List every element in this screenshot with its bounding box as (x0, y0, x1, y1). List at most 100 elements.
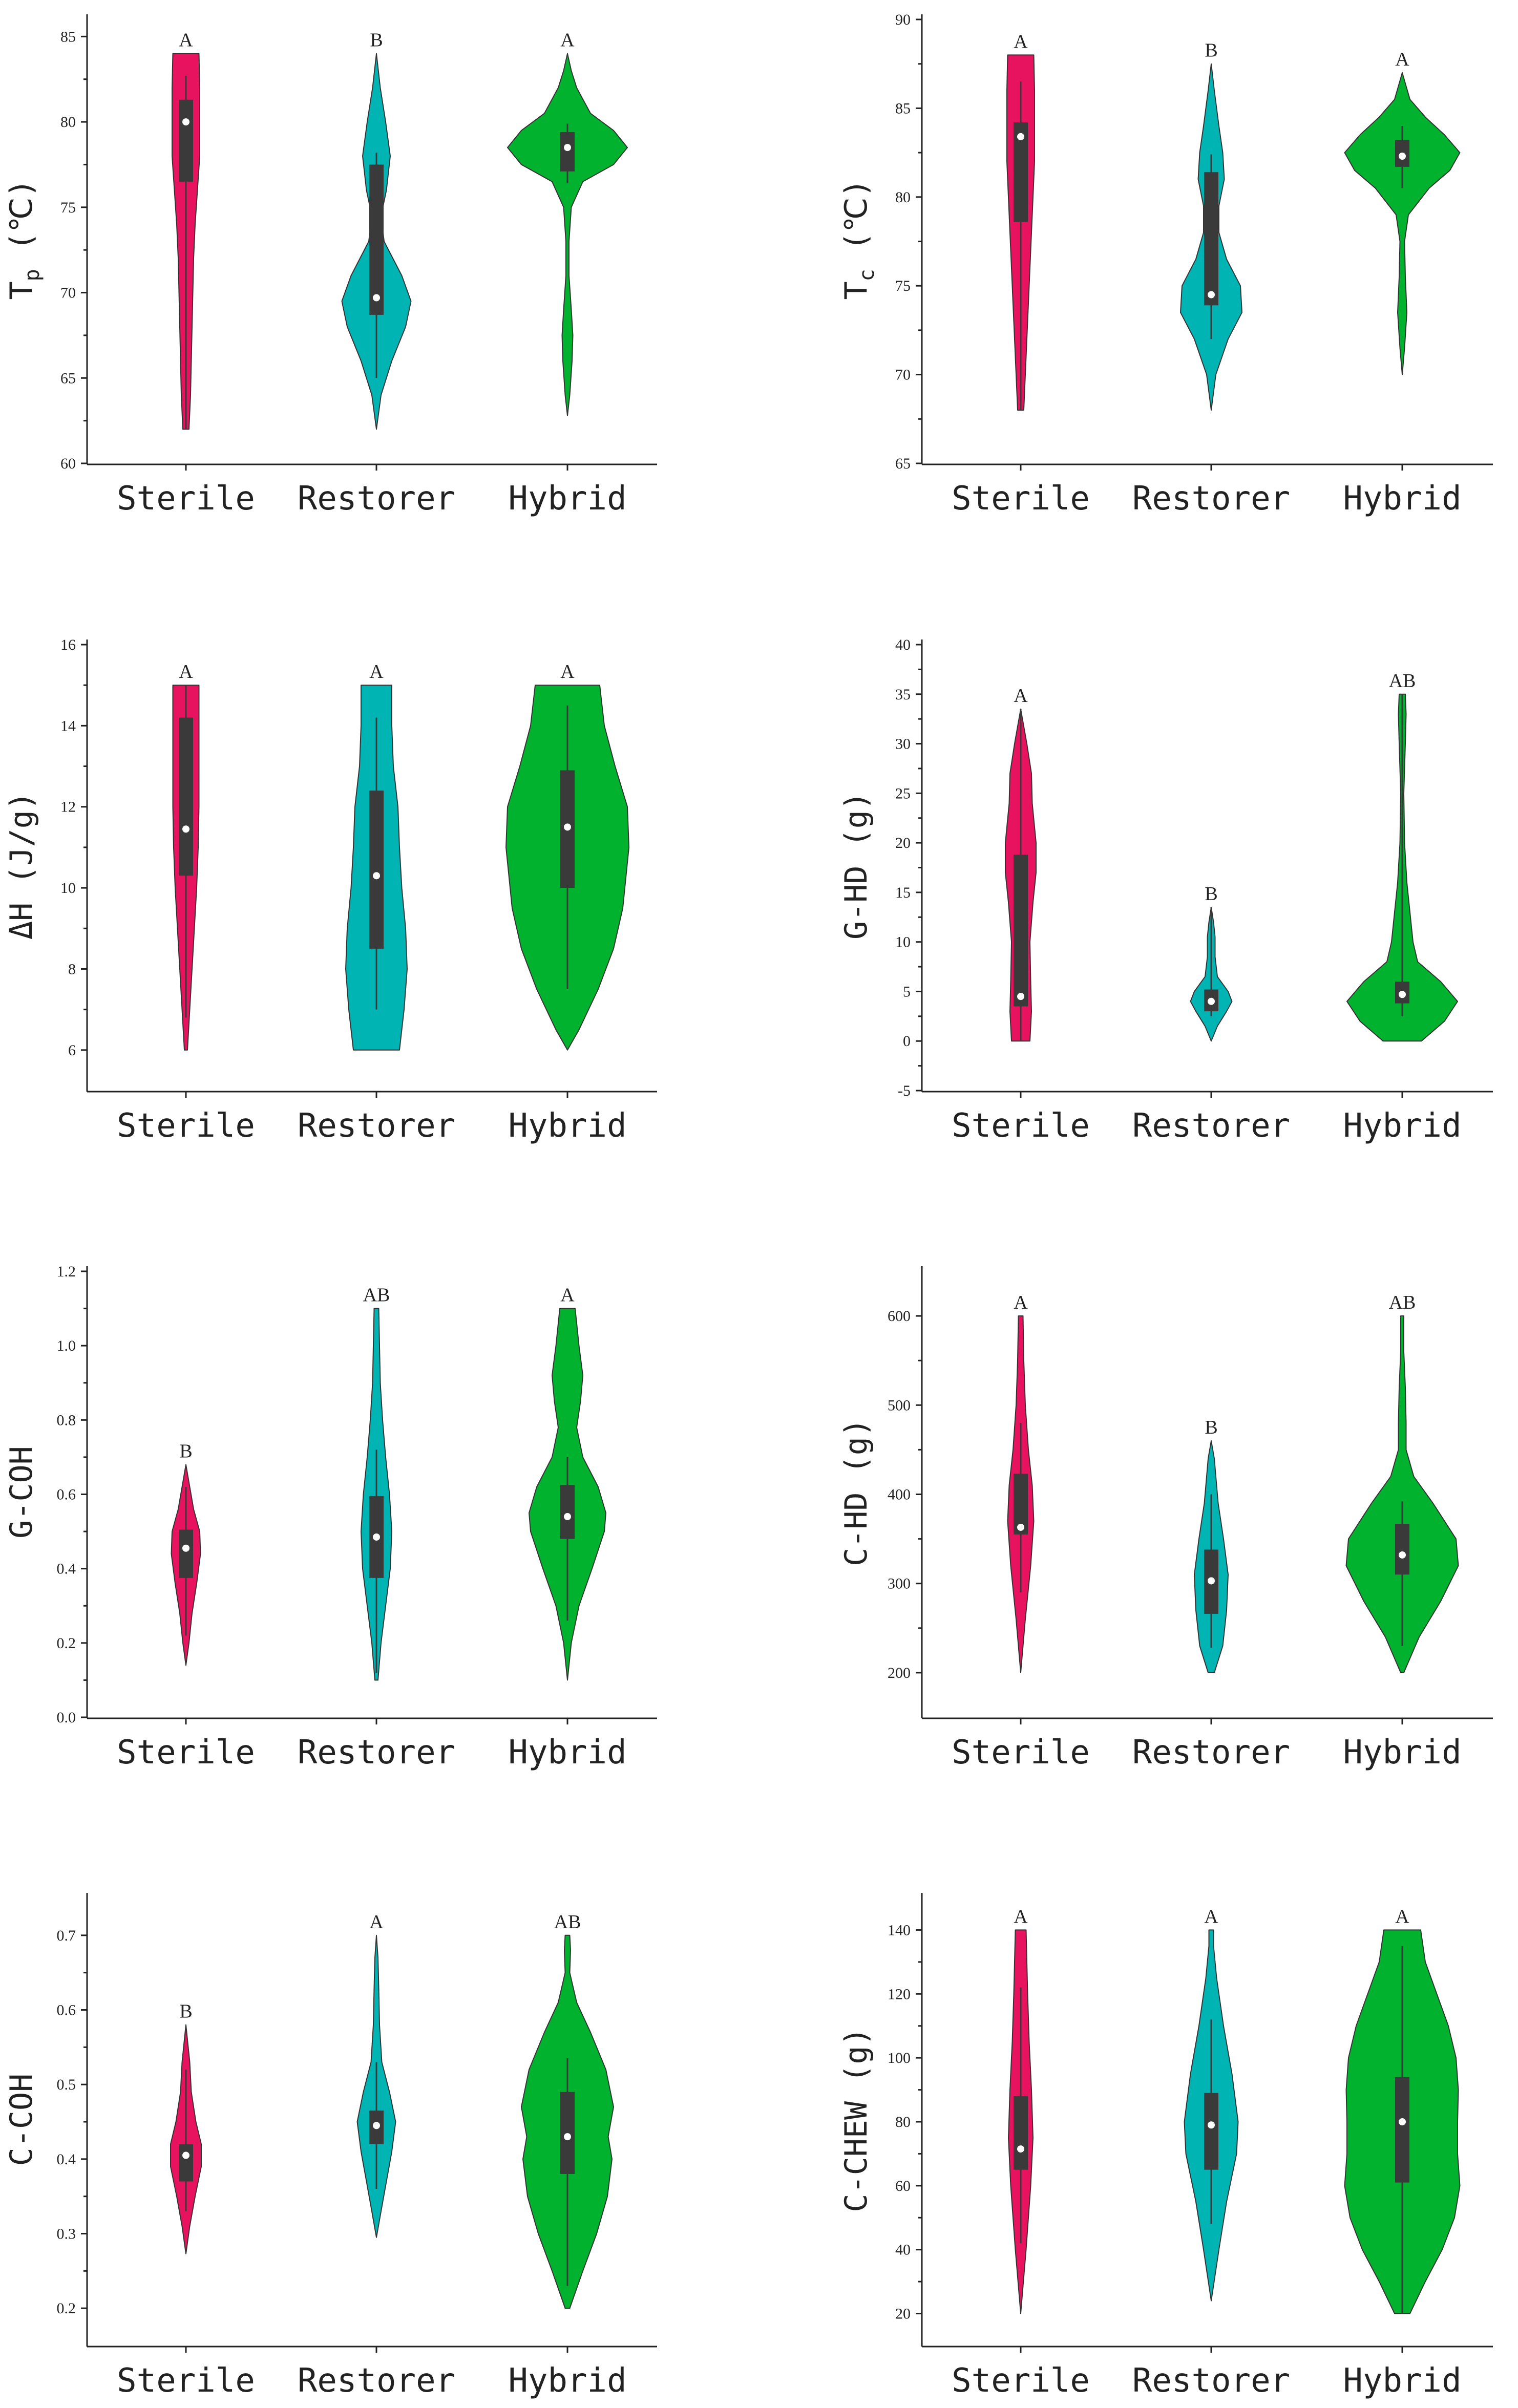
y-tick-label: 12 (60, 799, 76, 816)
violin-sterile: A (1008, 1906, 1034, 2314)
median-dot (1399, 1551, 1406, 1559)
violin-body (1344, 72, 1461, 375)
y-tick-label: 40 (895, 2242, 911, 2258)
median-dot (1208, 997, 1215, 1005)
y-tick-label: 10 (60, 880, 76, 897)
x-category-label: Sterile (117, 1107, 255, 1145)
y-tick-label: 35 (895, 686, 911, 703)
y-tick-label: 90 (895, 11, 911, 28)
y-tick-label: 10 (895, 934, 911, 951)
significance-label: A (179, 661, 193, 683)
y-tick-label: 80 (895, 189, 911, 206)
significance-label: A (369, 661, 384, 683)
iqr-box (1014, 855, 1028, 1007)
violin-hybrid: A (1344, 49, 1461, 375)
median-dot (564, 2133, 571, 2141)
y-tick-label: 0.5 (57, 2076, 76, 2093)
y-tick-label: 0.2 (57, 1635, 76, 1652)
iqr-box (369, 791, 384, 949)
significance-label: AB (1389, 670, 1416, 692)
y-tick-label: 0.6 (57, 1486, 76, 1503)
iqr-box (369, 164, 384, 315)
median-dot (373, 1533, 380, 1541)
iqr-box (179, 717, 193, 876)
y-tick-label: 120 (888, 1986, 911, 2002)
significance-label: B (1205, 883, 1217, 905)
significance-label: AB (554, 1911, 581, 1933)
significance-label: A (1395, 49, 1409, 70)
x-category-label: Hybrid (1343, 1734, 1461, 1772)
y-tick-label: 80 (895, 2114, 911, 2130)
violin-hybrid: A (505, 661, 629, 1051)
y-tick-label: 1.2 (57, 1263, 76, 1280)
violin-panel-6: 200 300 400 500 600 C-HD (g) A Sterile B Restorer… (838, 1266, 1493, 1772)
iqr-box (179, 2144, 193, 2182)
iqr-box (1395, 2077, 1409, 2183)
violin-panel-8: 20 40 60 80 100 120 140 C-CHEW (g) A Sterile A Rest… (838, 1893, 1493, 2400)
x-category-label: Sterile (117, 480, 255, 518)
y-tick-label: 1.0 (57, 1337, 76, 1354)
x-category-label: Hybrid (508, 1734, 626, 1772)
y-axis-title: G-COH (4, 1446, 39, 1539)
y-tick-label: 0.4 (57, 1561, 76, 1578)
y-tick-label: 0.0 (57, 1709, 76, 1726)
x-category-label: Restorer (298, 480, 455, 518)
significance-label: A (1014, 685, 1028, 707)
y-tick-label: 80 (60, 114, 76, 131)
median-dot (373, 872, 380, 880)
median-dot (373, 2122, 380, 2129)
violin-restorer: B (1180, 40, 1242, 411)
median-dot (1017, 133, 1024, 140)
median-dot (1017, 993, 1024, 1000)
iqr-box (560, 2092, 575, 2174)
y-tick-label: 200 (888, 1665, 911, 1681)
x-category-label: Restorer (1132, 2362, 1290, 2400)
y-tick-label: 0.6 (57, 2002, 76, 2019)
y-tick-label: 500 (888, 1397, 911, 1414)
violin-sterile: B (170, 2001, 202, 2254)
x-category-label: Sterile (952, 1107, 1090, 1145)
y-tick-label: 20 (895, 2306, 911, 2322)
significance-label: B (370, 30, 383, 51)
significance-label: A (369, 1911, 384, 1933)
violin-panel-4: -5 0 5 10 15 20 25 30 35 40 G-HD (g) A Sterile B Resto… (838, 636, 1493, 1145)
y-tick-label: 14 (60, 717, 76, 734)
significance-label: A (1204, 1906, 1218, 1927)
y-tick-label: 300 (888, 1575, 911, 1592)
y-tick-label: -5 (898, 1082, 911, 1099)
y-tick-label: 85 (60, 28, 76, 45)
violin-sterile: B (171, 1440, 201, 1666)
significance-label: B (1205, 1417, 1217, 1438)
median-dot (564, 1513, 571, 1521)
median-dot (564, 144, 571, 152)
significance-label: A (560, 661, 575, 683)
iqr-box (179, 99, 193, 182)
violin-restorer: AB (361, 1285, 392, 1681)
y-tick-label: 25 (895, 785, 911, 802)
violin-hybrid: AB (1345, 1292, 1459, 1673)
significance-label: B (179, 1440, 192, 1462)
median-dot (182, 825, 189, 833)
violin-panel-7: 0.2 0.3 0.4 0.5 0.6 0.7 C-COH B Sterile A Restorer… (4, 1893, 657, 2400)
significance-label: AB (1389, 1292, 1416, 1313)
y-tick-label: 8 (68, 961, 76, 977)
violin-restorer: A (356, 1911, 396, 2238)
violin-restorer: B (1194, 1417, 1229, 1673)
significance-label: B (1205, 40, 1217, 61)
y-axis-title: ΔH (J/g) (4, 792, 39, 940)
significance-label: AB (363, 1285, 390, 1306)
iqr-box (1014, 2096, 1028, 2170)
y-tick-label: 70 (895, 367, 911, 383)
y-tick-label: 40 (895, 636, 911, 653)
y-tick-label: 60 (895, 2178, 911, 2194)
y-tick-label: 6 (68, 1042, 76, 1059)
y-tick-label: 75 (895, 278, 911, 294)
median-dot (1399, 2118, 1406, 2125)
y-axis-title: Tp (℃) (4, 179, 44, 300)
median-dot (1017, 1523, 1024, 1531)
y-tick-label: 60 (60, 455, 76, 472)
y-tick-label: 0.2 (57, 2300, 76, 2317)
x-category-label: Hybrid (1343, 2362, 1461, 2400)
median-dot (1399, 991, 1406, 998)
